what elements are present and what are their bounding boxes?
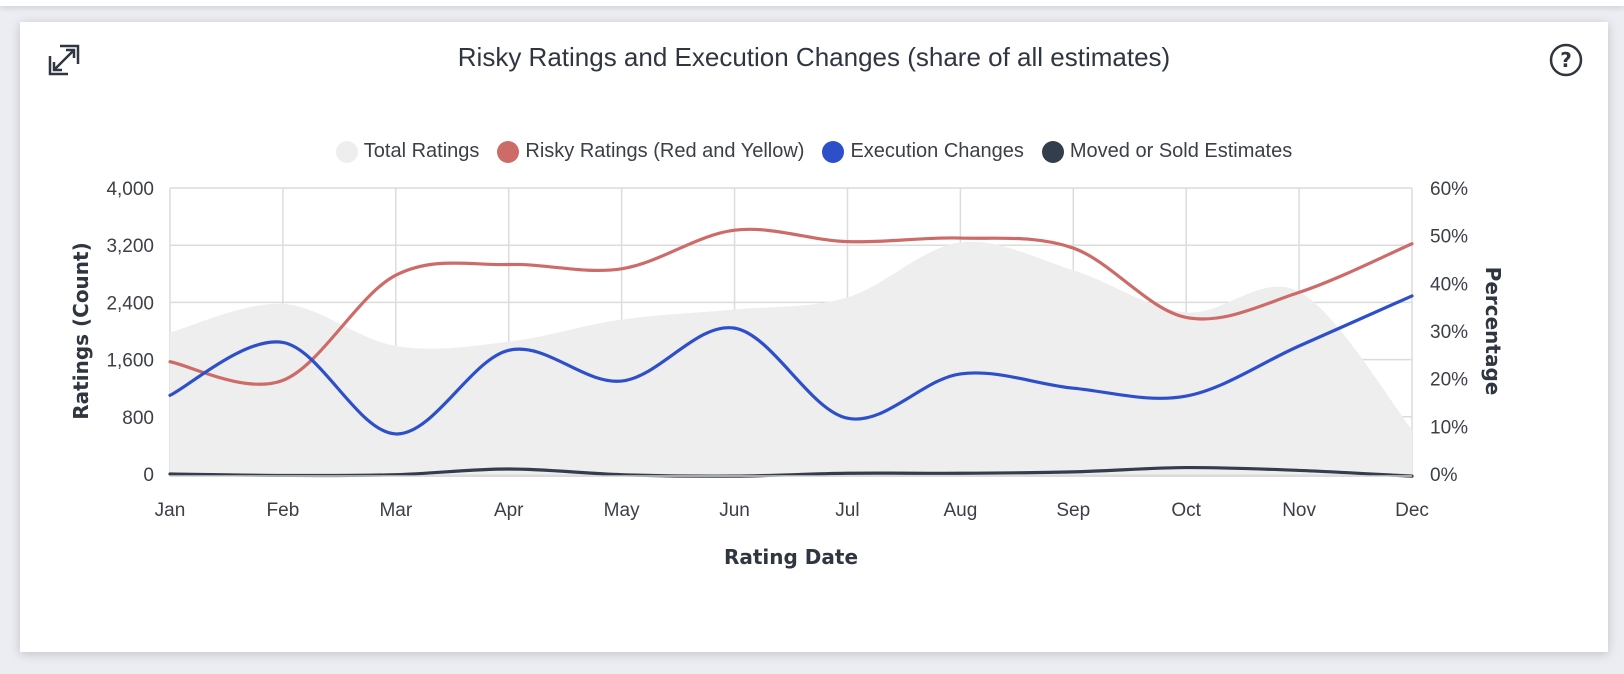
legend-swatch (335, 140, 358, 163)
x-tick-label: Jun (719, 500, 750, 521)
x-tick-label: Jul (835, 500, 859, 521)
expand-icon[interactable] (46, 42, 82, 78)
legend-label: Moved or Sold Estimates (1069, 140, 1293, 162)
y2-tick-label: 30% (1430, 322, 1468, 343)
legend-item[interactable]: Total Ratings (335, 140, 480, 163)
y-axis-title: Ratings (Count) (69, 242, 93, 419)
legend-swatch (822, 140, 845, 163)
moved-or-sold-estimates-line (168, 465, 1414, 478)
y2-tick-label: 20% (1430, 370, 1468, 391)
y-tick-label: 4,000 (106, 179, 154, 200)
y-tick-label: 3,200 (106, 236, 154, 257)
y-tick-label: 1,600 (106, 351, 154, 372)
chart-title: Risky Ratings and Execution Changes (sha… (457, 42, 1171, 72)
y2-tick-label: 50% (1430, 227, 1468, 248)
y-tick-label: 2,400 (106, 293, 154, 314)
legend-item[interactable]: Risky Ratings (Red and Yellow) (497, 140, 804, 163)
x-axis-title: Rating Date (724, 545, 858, 569)
x-tick-label: Oct (1171, 500, 1201, 521)
legend-label: Total Ratings (363, 140, 480, 162)
x-tick-label: Jan (155, 500, 186, 521)
x-tick-label: Apr (494, 500, 524, 521)
y-tick-label: 800 (122, 408, 154, 429)
y2-tick-label: 0% (1430, 465, 1458, 486)
total-ratings-area (170, 241, 1412, 474)
legend-item[interactable]: Execution Changes (822, 140, 1024, 163)
y2-tick-label: 40% (1430, 274, 1468, 295)
help-icon[interactable]: ? (1548, 42, 1584, 78)
legend-swatch (1041, 140, 1064, 163)
legend-item[interactable]: Moved or Sold Estimates (1041, 140, 1293, 163)
x-tick-label: Sep (1056, 500, 1090, 521)
legend: Total Ratings Risky Ratings (Red and Yell… (20, 140, 1608, 163)
x-tick-label: Feb (267, 500, 300, 521)
x-tick-label: Mar (379, 500, 412, 521)
svg-text:?: ? (1560, 48, 1572, 72)
top-strip (0, 0, 1624, 6)
y2-tick-label: 10% (1430, 417, 1468, 438)
legend-swatch (497, 140, 520, 163)
y2-tick-label: 60% (1430, 179, 1468, 200)
legend-label: Risky Ratings (Red and Yellow) (525, 140, 805, 162)
legend-label: Execution Changes (850, 140, 1024, 162)
y2-axis-title: Percentage (1481, 267, 1505, 396)
x-tick-label: Dec (1395, 500, 1429, 521)
x-tick-label: May (604, 500, 640, 521)
execution-changes-line (168, 294, 1414, 436)
x-tick-label: Aug (943, 500, 977, 521)
y-tick-label: 0 (143, 465, 154, 486)
chart-card: Risky Ratings and Execution Changes (sha… (20, 22, 1608, 652)
chart-plot: 0 800 1,600 2,400 3,200 4,000 0% 10% 20% 30% 40% 50… (69, 179, 1505, 569)
x-tick-label: Nov (1282, 500, 1316, 521)
risky-ratings-red-and-yellow-line (168, 227, 1414, 386)
